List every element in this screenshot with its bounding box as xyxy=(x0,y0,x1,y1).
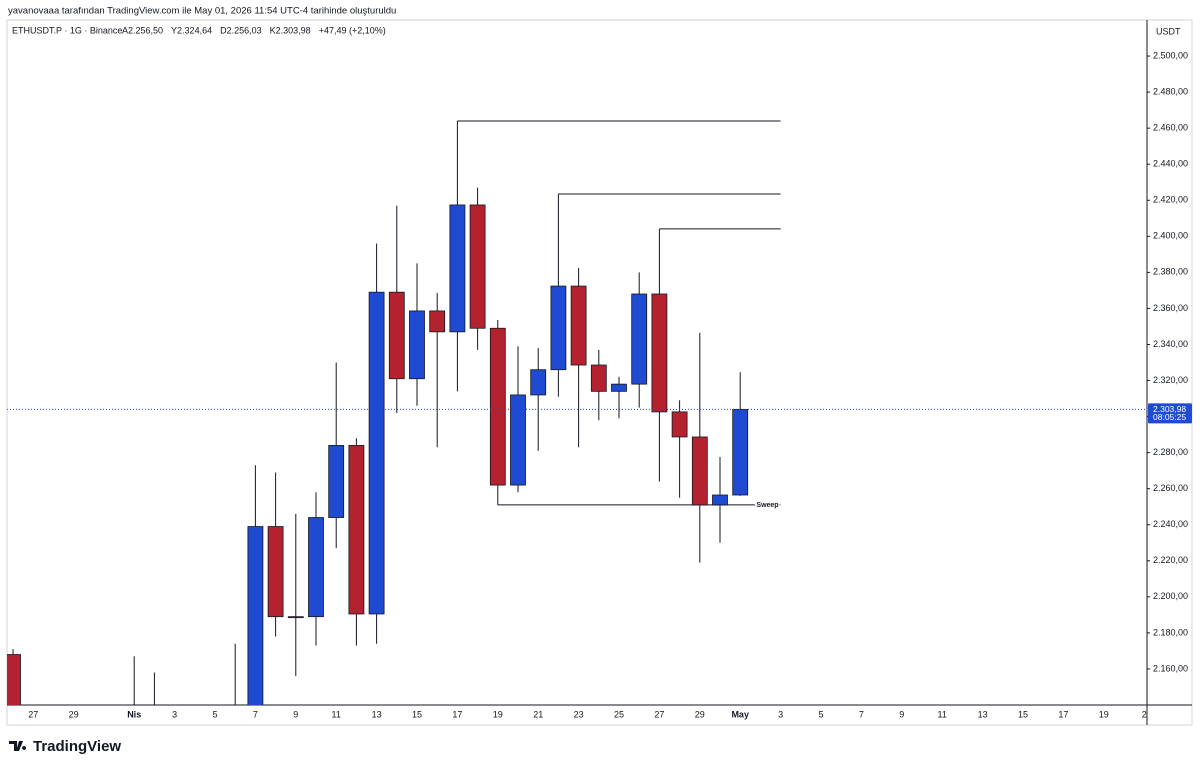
candle-body xyxy=(328,445,345,518)
x-tick-label: 11 xyxy=(938,709,947,719)
x-tick-label: 19 xyxy=(493,709,503,719)
x-tick-label: 21 xyxy=(533,709,543,719)
y-tick-label: 2.420,00 xyxy=(1153,195,1188,205)
x-tick-label: 13 xyxy=(372,709,382,719)
x-tick-label: 19 xyxy=(1099,709,1109,719)
level-label: Sweep xyxy=(756,502,778,509)
candle-body xyxy=(691,436,708,506)
candle-body xyxy=(510,394,526,486)
frame-border xyxy=(6,19,1193,726)
x-tick-label: 5 xyxy=(212,709,217,719)
plot-area: Sweep xyxy=(7,120,781,741)
x-tick-label: 5 xyxy=(818,709,823,719)
candle-body xyxy=(550,285,567,371)
currency: USDT xyxy=(1156,26,1181,36)
candle-body xyxy=(671,411,688,438)
candle-body xyxy=(228,723,243,741)
candle-body xyxy=(611,383,627,392)
candle-body xyxy=(247,526,264,705)
candle-body xyxy=(469,204,486,329)
last-price-box xyxy=(1148,403,1192,424)
y-tick-label: 2.460,00 xyxy=(1153,123,1188,133)
candle-body xyxy=(732,409,749,496)
x-tick-label: 17 xyxy=(452,709,462,719)
brand-name: TradingView xyxy=(33,738,121,755)
x-tick-label: 27 xyxy=(654,709,664,719)
x-tick-label: 29 xyxy=(695,709,705,719)
x-tick-label: 3 xyxy=(172,709,177,719)
y-tick-label: 2.340,00 xyxy=(1153,339,1188,349)
ohlc-value: K2.303,98 xyxy=(270,25,311,35)
x-tick-label: 11 xyxy=(332,709,341,719)
candle-body xyxy=(712,494,728,506)
candle-body xyxy=(308,517,324,618)
x-tick-label: 15 xyxy=(1018,709,1028,719)
candle-body xyxy=(267,526,284,618)
x-tick-label: Nis xyxy=(127,709,141,719)
countdown: 08:05:25 xyxy=(1153,412,1186,422)
x-tick-label: 25 xyxy=(614,709,624,719)
candle-body xyxy=(147,732,162,741)
ohlc-value: D2.256,03 xyxy=(220,25,262,35)
x-tick-label: 7 xyxy=(253,709,258,719)
x-tick-label: 23 xyxy=(574,709,584,719)
x-tick-label: 15 xyxy=(412,709,422,719)
candle-body xyxy=(127,723,142,732)
ohlc-value: Y2.324,64 xyxy=(171,25,212,35)
x-tick-label: 17 xyxy=(1058,709,1068,719)
x-tick-label: 3 xyxy=(778,709,783,719)
y-tick-label: 2.440,00 xyxy=(1153,159,1188,169)
candle-body xyxy=(449,204,466,333)
candle-body xyxy=(651,293,668,413)
x-tick-label: 27 xyxy=(28,709,38,719)
y-tick-label: 2.220,00 xyxy=(1153,555,1188,565)
x-tick-label: 9 xyxy=(899,709,904,719)
y-tick-label: 2.480,00 xyxy=(1153,86,1188,96)
y-tick-label: 2.260,00 xyxy=(1153,483,1188,493)
y-tick-label: 2.400,00 xyxy=(1153,231,1188,241)
candle-body xyxy=(590,364,607,392)
caption: yavanovaaa tarafından TradingView.com il… xyxy=(8,6,396,17)
y-tick-label: 2.360,00 xyxy=(1153,303,1188,313)
last-price-label: 2.303,98 xyxy=(1153,404,1186,414)
ohlc-value: A2.256,50 xyxy=(122,25,163,35)
candle-body xyxy=(631,293,648,385)
y-tick-label: 2.200,00 xyxy=(1153,591,1188,601)
x-tick-label: 7 xyxy=(859,709,864,719)
y-tick-label: 2.500,00 xyxy=(1153,50,1188,60)
brand-logo: TradingView xyxy=(9,738,121,755)
candle-body xyxy=(570,285,587,366)
candle-body xyxy=(368,291,385,615)
y-tick-label: 2.380,00 xyxy=(1153,267,1188,277)
candle-body xyxy=(7,654,21,705)
ohlc-value: +47,49 (+2,10%) xyxy=(319,25,386,35)
x-tick-label: 2 xyxy=(1142,709,1147,719)
y-tick-label: 2.280,00 xyxy=(1153,447,1188,457)
candle-body xyxy=(530,369,547,396)
y-tick-label: 2.320,00 xyxy=(1153,375,1188,385)
symbol: ETHUSDT.P · 1G · Binance xyxy=(12,25,122,35)
candle-body xyxy=(409,310,425,380)
candle-body xyxy=(287,616,304,619)
y-tick-label: 2.240,00 xyxy=(1153,519,1188,529)
candle-body xyxy=(429,310,446,333)
candle-body xyxy=(348,445,365,615)
x-tick-label: 9 xyxy=(293,709,298,719)
candle-body xyxy=(489,327,506,486)
y-tick-label: 2.180,00 xyxy=(1153,627,1188,637)
x-tick-label: 29 xyxy=(69,709,79,719)
y-tick-label: 2.160,00 xyxy=(1153,663,1188,673)
x-tick-label: 13 xyxy=(978,709,988,719)
x-tick-label: May xyxy=(731,709,749,719)
candle-body xyxy=(388,291,405,380)
